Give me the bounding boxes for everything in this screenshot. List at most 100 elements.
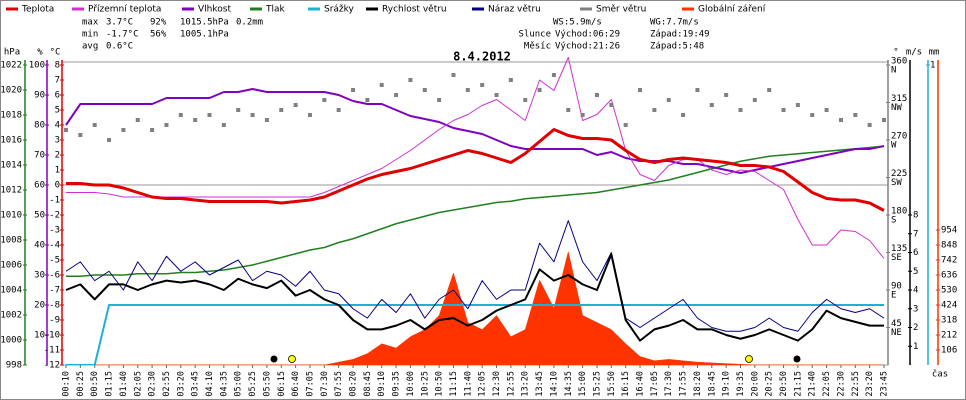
y-tick-label: 530 bbox=[941, 286, 957, 296]
astro-label: Slunce bbox=[518, 30, 551, 40]
y-tick-label: 1 bbox=[930, 61, 935, 71]
x-tick-label: 14:10 bbox=[549, 371, 559, 397]
legend-label: Teplota bbox=[21, 5, 54, 15]
y-tick-abbr: N bbox=[891, 66, 896, 76]
y-tick-label: 1 bbox=[55, 166, 60, 176]
x-tick-label: 12:55 bbox=[506, 371, 516, 397]
direction-point bbox=[451, 73, 456, 77]
x-tick-label: 07:55 bbox=[334, 371, 344, 397]
x-tick-label: 20:25 bbox=[765, 371, 775, 397]
stat-value: 1015.5hPa bbox=[180, 18, 229, 28]
astro-set: Západ:5:48 bbox=[650, 42, 704, 52]
y-tick-label: 80 bbox=[34, 121, 45, 131]
x-tick-label: 18:45 bbox=[707, 371, 717, 397]
y-tick-label: 6 bbox=[55, 91, 60, 101]
y-tick-abbr: W bbox=[891, 141, 897, 151]
x-tick-label: 04:10 bbox=[205, 371, 215, 397]
legend-label: Srážky bbox=[324, 5, 355, 15]
x-tick-label: 02:55 bbox=[162, 371, 172, 397]
y-tick-label: 30 bbox=[34, 271, 45, 281]
y-tick-label: 60 bbox=[34, 181, 45, 191]
y-tick-label: -2 bbox=[49, 211, 60, 221]
y-tick-label: 2 bbox=[55, 151, 60, 161]
y-tick-label: -4 bbox=[49, 241, 60, 251]
direction-point bbox=[508, 78, 513, 82]
y-tick-abbr: NE bbox=[891, 328, 902, 338]
x-tick-label: 17:05 bbox=[650, 371, 660, 397]
direction-point bbox=[164, 123, 169, 127]
x-tick-label: 10:50 bbox=[435, 371, 445, 397]
direction-point bbox=[695, 88, 700, 92]
plot-area bbox=[61, 61, 889, 366]
series-line bbox=[66, 57, 885, 259]
legend-label: Rychlost větru bbox=[382, 5, 447, 15]
y-tick-label: 1018 bbox=[0, 111, 22, 121]
x-tick-label: 00:25 bbox=[76, 371, 86, 397]
sunset-marker bbox=[745, 355, 753, 363]
y-tick-label: -1 bbox=[49, 196, 60, 206]
stat-value: 0.2mm bbox=[236, 18, 263, 28]
direction-point bbox=[709, 103, 714, 107]
direction-point bbox=[594, 93, 599, 97]
direction-point bbox=[838, 118, 843, 122]
x-tick-label: 04:35 bbox=[219, 371, 229, 397]
x-tick-label: 22:05 bbox=[822, 371, 832, 397]
astro-set: Západ:19:49 bbox=[650, 30, 710, 40]
x-tick-label: 13:45 bbox=[535, 371, 545, 397]
legend-label: Vlhkost bbox=[198, 5, 231, 15]
x-tick-label: 08:20 bbox=[349, 371, 359, 397]
x-tick-label: 20:00 bbox=[750, 371, 760, 397]
x-tick-label: 02:05 bbox=[133, 371, 143, 397]
y-tick-label: 5 bbox=[55, 106, 60, 116]
x-tick-label: 09:35 bbox=[392, 371, 402, 397]
y-tick-label: 848 bbox=[941, 241, 957, 251]
y-tick-label: 1012 bbox=[0, 186, 22, 196]
x-tick-label: 10:00 bbox=[406, 371, 416, 397]
x-tick-label: 23:20 bbox=[865, 371, 875, 397]
direction-point bbox=[336, 108, 341, 112]
x-tick-label: 01:40 bbox=[119, 371, 129, 397]
x-tick-label: 15:00 bbox=[578, 371, 588, 397]
x-tick-label: 21:15 bbox=[793, 371, 803, 397]
y-tick-label: 1014 bbox=[0, 161, 22, 171]
direction-point bbox=[78, 133, 83, 137]
y-tick-label: 360 bbox=[891, 57, 907, 67]
y-tick-label: 424 bbox=[941, 301, 957, 311]
stat-value: 92% bbox=[150, 18, 167, 28]
direction-point bbox=[853, 113, 858, 117]
radiation-area bbox=[66, 251, 884, 365]
x-tick-label: 02:30 bbox=[148, 371, 158, 397]
direction-point bbox=[767, 88, 772, 92]
x-tick-label: 22:55 bbox=[851, 371, 861, 397]
direction-point bbox=[379, 83, 384, 87]
x-tick-label: 00:10 bbox=[62, 371, 72, 397]
wind-stat: WG:7.7m/s bbox=[650, 18, 699, 28]
direction-point bbox=[867, 123, 872, 127]
y-tick-label: 2 bbox=[913, 323, 918, 333]
y-tick-label: 1010 bbox=[0, 211, 22, 221]
moonset-marker bbox=[270, 355, 278, 363]
y-tick-label: 3 bbox=[913, 304, 918, 314]
x-tick-label: 19:35 bbox=[736, 371, 746, 397]
x-tick-label: 18:20 bbox=[693, 371, 703, 397]
stat-value: 3.7°C bbox=[106, 18, 133, 28]
y-tick-abbr: NW bbox=[891, 103, 902, 113]
y-tick-label: 8 bbox=[913, 211, 918, 221]
direction-point bbox=[609, 103, 614, 107]
y-tick-label: -10 bbox=[44, 331, 60, 341]
y-tick-label: -3 bbox=[49, 226, 60, 236]
x-tick-label: 07:05 bbox=[305, 371, 315, 397]
direction-point bbox=[437, 98, 442, 102]
x-tick-label: 03:20 bbox=[176, 371, 186, 397]
y-tick-label: -8 bbox=[49, 301, 60, 311]
direction-point bbox=[178, 113, 183, 117]
astro-rise: Východ:21:26 bbox=[555, 42, 620, 52]
x-tick-label: 05:25 bbox=[248, 371, 258, 397]
y-tick-label: 318 bbox=[941, 316, 957, 326]
direction-point bbox=[738, 108, 743, 112]
direction-point bbox=[236, 108, 241, 112]
direction-point bbox=[666, 98, 671, 102]
y-tick-label: 212 bbox=[941, 331, 957, 341]
direction-point bbox=[351, 88, 356, 92]
y-tick-label: 1 bbox=[913, 342, 918, 352]
